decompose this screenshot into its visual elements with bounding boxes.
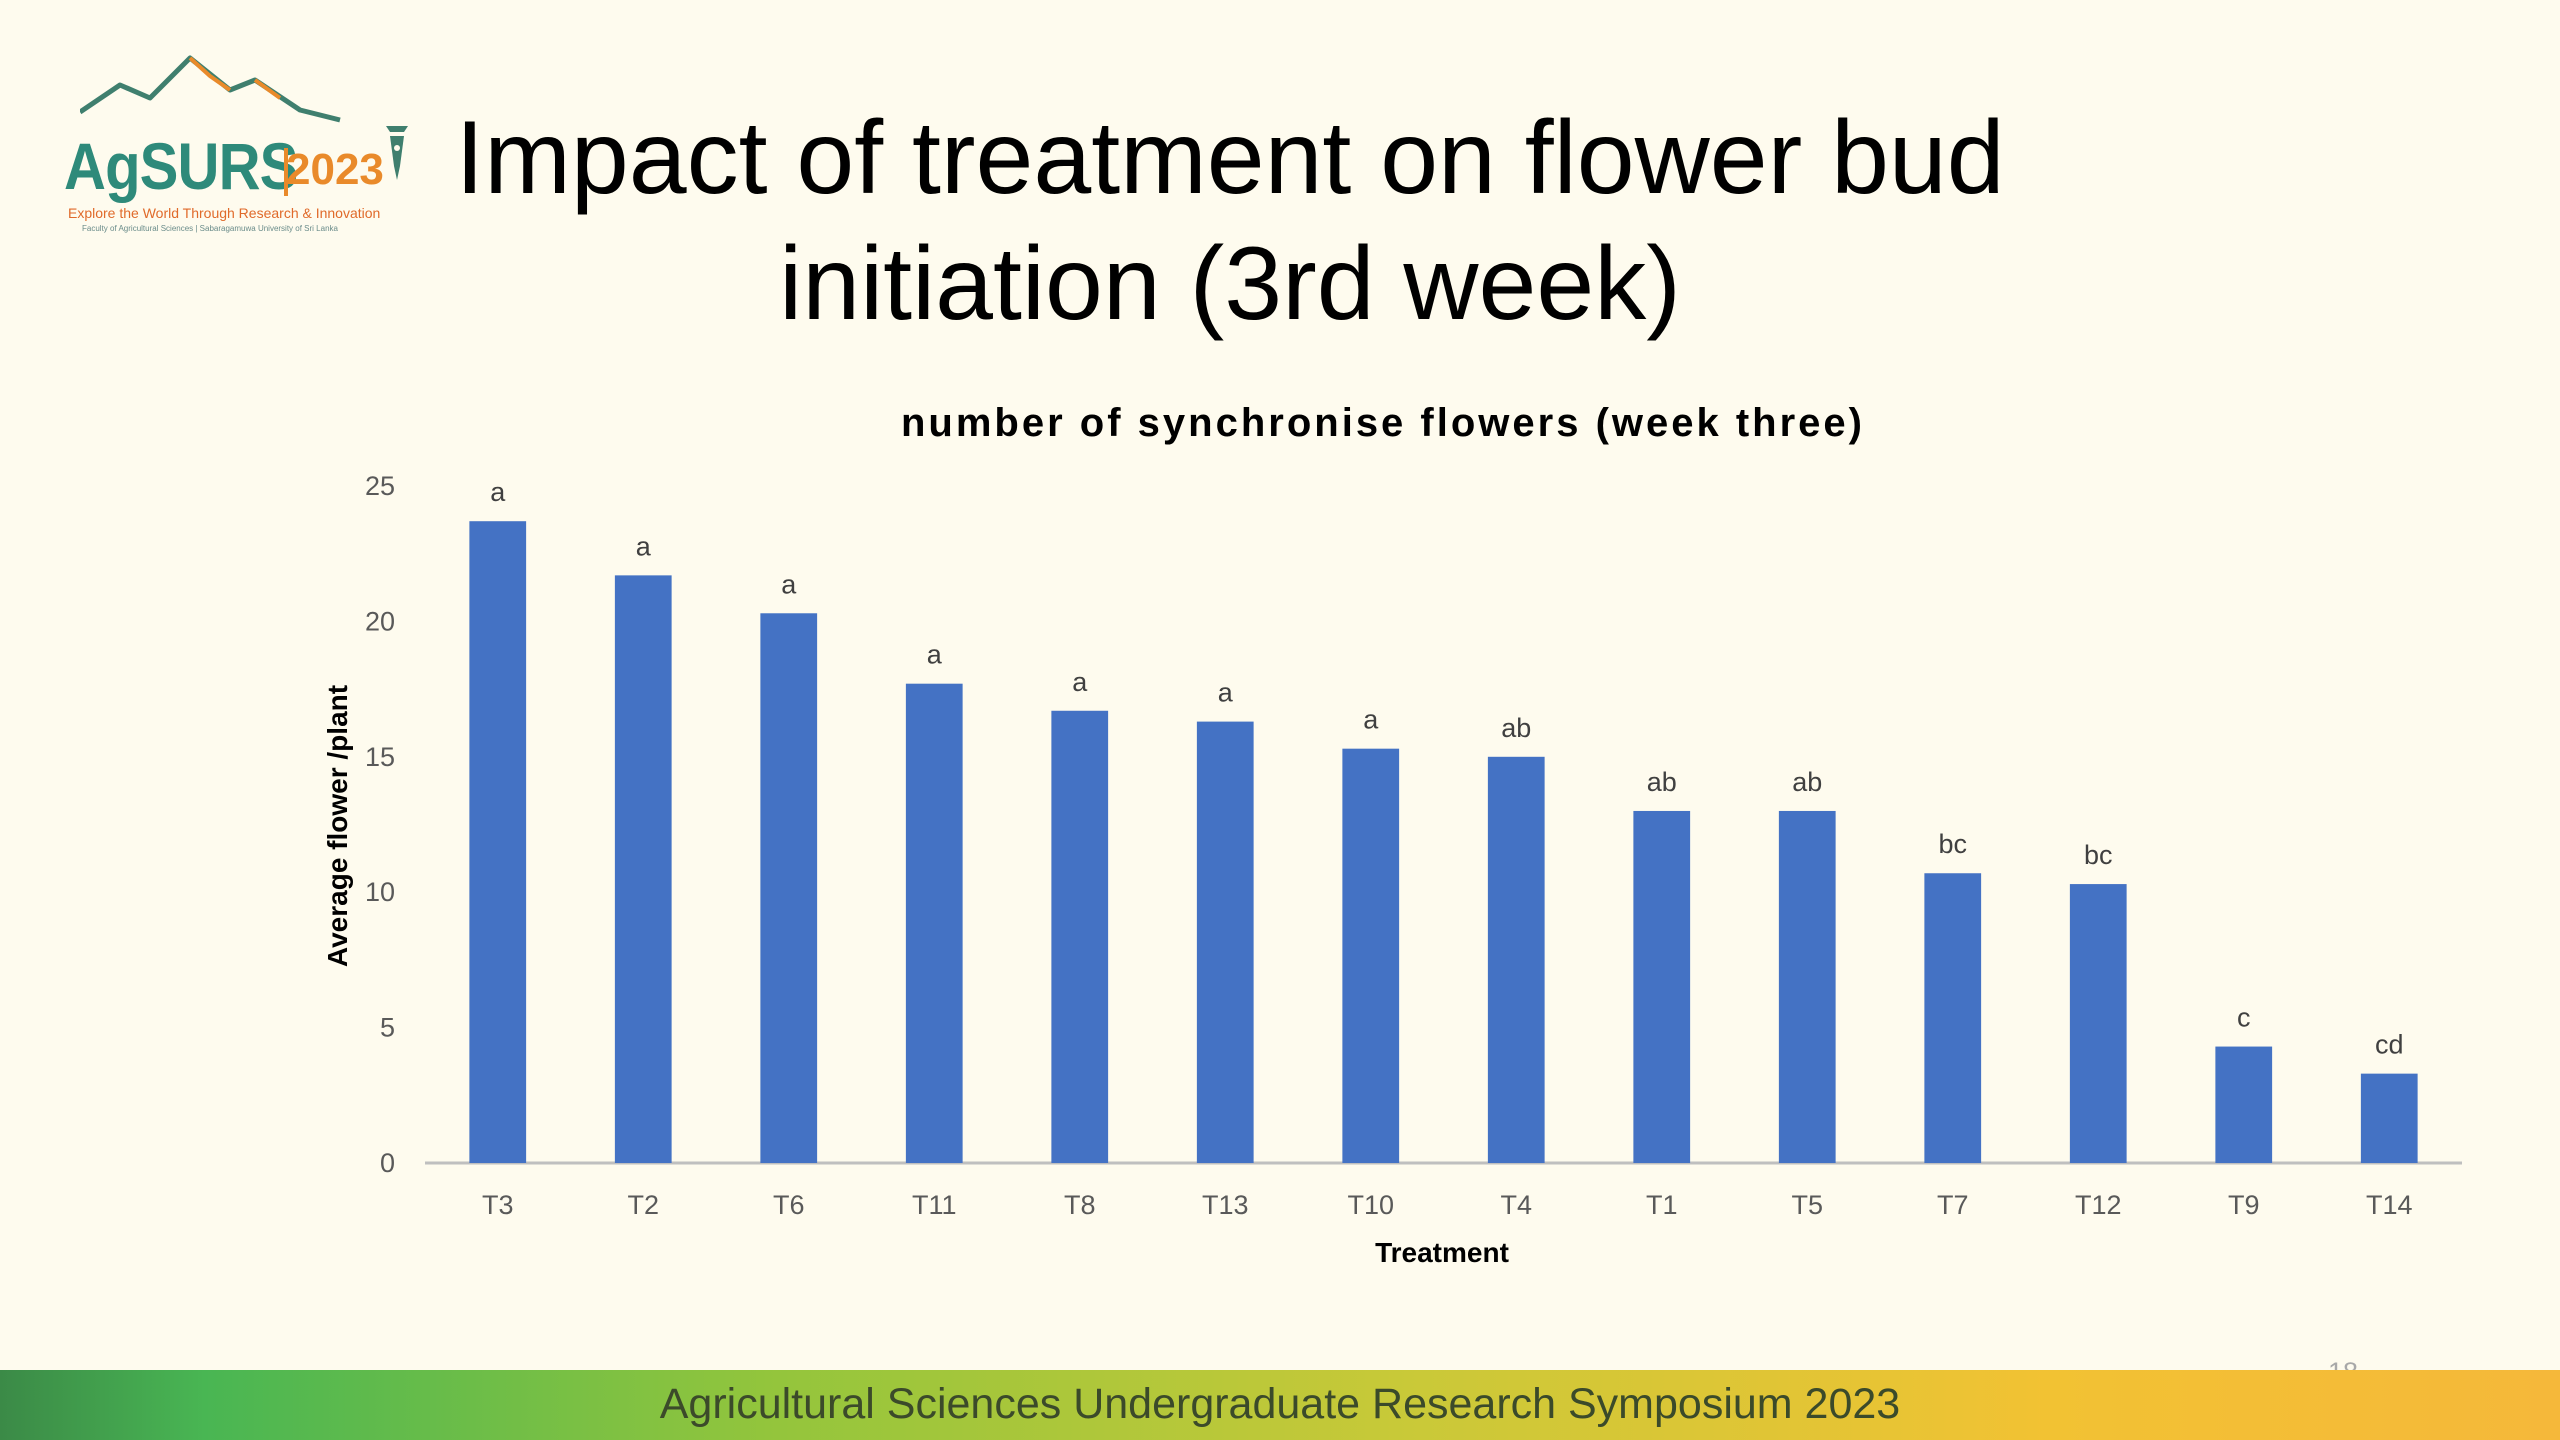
- slide-title: Impact of treatment on flower bud initia…: [380, 95, 2080, 347]
- logo-year: 2023: [286, 145, 384, 194]
- data-label-t6: a: [781, 569, 797, 599]
- bar-t3: [469, 521, 527, 1163]
- bar-t7: [1924, 873, 1982, 1163]
- slide-title-line-1: Impact of treatment on flower bud: [455, 100, 2005, 216]
- data-label-t10: a: [1363, 705, 1379, 735]
- y-axis-ticks: 0 5 10 15 20 25: [365, 471, 395, 1178]
- x-tick-label-t4: T4: [1500, 1190, 1532, 1220]
- x-tick-label-t6: T6: [773, 1190, 805, 1220]
- data-label-t14: cd: [2375, 1030, 2404, 1060]
- data-label-t11: a: [927, 640, 943, 670]
- bar-t13: [1196, 721, 1254, 1163]
- x-tick-label-t11: T11: [912, 1190, 957, 1220]
- bar-t12: [2069, 884, 2127, 1163]
- x-tick-label-t9: T9: [2228, 1190, 2260, 1220]
- y-tick-label: 20: [365, 606, 395, 636]
- data-label-t1: ab: [1647, 767, 1677, 797]
- x-axis-ticks: T3 T2 T6 T11 T8 T13 T10 T4 T1 T5 T7 T12 T9 T14: [482, 1190, 2413, 1220]
- x-tick-label-t5: T5: [1791, 1190, 1823, 1220]
- bar-t8: [1051, 710, 1109, 1163]
- bars: [469, 521, 2418, 1163]
- x-tick-label-t7: T7: [1937, 1190, 1969, 1220]
- footer-banner: Agricultural Sciences Undergraduate Rese…: [0, 1370, 2560, 1440]
- slide-title-line-2: initiation (3rd week): [779, 226, 1681, 342]
- x-tick-label-t10: T10: [1347, 1190, 1394, 1220]
- bar-t4: [1487, 756, 1545, 1163]
- x-tick-label-t2: T2: [627, 1190, 659, 1220]
- bar-t2: [614, 575, 672, 1163]
- x-tick-label-t1: T1: [1646, 1190, 1678, 1220]
- pen-nib-icon: [386, 126, 408, 180]
- mountains-icon: [80, 55, 341, 123]
- chart-title: number of synchronise flowers (week thre…: [901, 401, 1865, 445]
- data-label-t4: ab: [1501, 713, 1531, 743]
- y-tick-label: 5: [380, 1013, 395, 1043]
- logo-divider: [284, 148, 288, 196]
- bar-t5: [1778, 810, 1836, 1163]
- bar-t10: [1342, 748, 1400, 1163]
- x-axis-title: Treatment: [1375, 1237, 1509, 1268]
- x-tick-label-t3: T3: [482, 1190, 514, 1220]
- data-label-t2: a: [636, 531, 652, 561]
- data-label-t3: a: [490, 477, 506, 507]
- footer-text: Agricultural Sciences Undergraduate Rese…: [659, 1380, 1901, 1428]
- y-tick-label: 0: [380, 1148, 395, 1178]
- y-tick-label: 25: [365, 471, 395, 501]
- y-tick-label: 15: [365, 742, 395, 772]
- data-label-t7: bc: [1938, 829, 1967, 859]
- logo-name: AgSURS: [64, 129, 298, 203]
- logo-tagline: Explore the World Through Research & Inn…: [68, 205, 381, 221]
- bar-t9: [2215, 1046, 2273, 1163]
- data-label-t8: a: [1072, 667, 1088, 697]
- data-label-t12: bc: [2084, 840, 2113, 870]
- x-tick-label-t8: T8: [1064, 1190, 1096, 1220]
- bar-t1: [1633, 810, 1691, 1163]
- bar-t11: [905, 683, 963, 1163]
- y-tick-label: 10: [365, 877, 395, 907]
- x-tick-label-t14: T14: [2366, 1190, 2413, 1220]
- x-tick-label-t12: T12: [2075, 1190, 2122, 1220]
- bar-t6: [760, 613, 818, 1163]
- y-axis-title: Average flower /plant: [322, 685, 353, 967]
- data-label-t13: a: [1218, 678, 1234, 708]
- agsurs-logo: AgSURS 2023 Explore the World Through Re…: [60, 50, 430, 235]
- data-label-t9: c: [2237, 1003, 2251, 1033]
- logo-subtagline: Faculty of Agricultural Sciences | Sabar…: [82, 224, 338, 233]
- data-labels: a a a a a a a ab ab ab bc bc c cd: [490, 477, 2403, 1059]
- x-tick-label-t13: T13: [1202, 1190, 1249, 1220]
- bar-t14: [2360, 1073, 2418, 1163]
- data-label-t5: ab: [1792, 767, 1822, 797]
- bar-chart: number of synchronise flowers (week thre…: [322, 401, 2462, 1268]
